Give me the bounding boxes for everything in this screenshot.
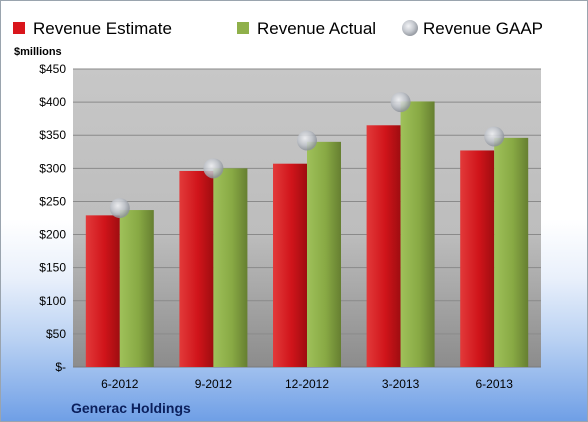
legend-marker	[402, 20, 418, 36]
gaap-marker	[109, 198, 130, 219]
x-tick-label: 9-2012	[195, 377, 233, 391]
y-tick-label: $100	[39, 294, 66, 308]
company-name: Generac Holdings	[71, 400, 191, 416]
gaap-marker	[390, 92, 411, 113]
y-tick-label: $350	[39, 128, 66, 142]
y-axis: $- $50 $100 $150 $200 $250 $300 $350 $400 $450	[39, 62, 541, 374]
y-tick-label: $200	[39, 228, 66, 242]
y-tick-label: $-	[55, 360, 66, 374]
actual-bar	[119, 210, 154, 367]
actual-bar	[213, 168, 248, 367]
estimate-bar	[460, 150, 495, 367]
y-tick-label: $400	[39, 95, 66, 109]
y-tick-label: $50	[46, 327, 66, 341]
y-tick-label: $150	[39, 261, 66, 275]
x-tick-label: 6-2012	[101, 377, 139, 391]
actual-bar	[494, 137, 529, 367]
legend-label: Revenue Actual	[257, 19, 376, 38]
legend-label: Revenue GAAP	[423, 19, 543, 38]
estimate-bar	[366, 125, 401, 368]
actual-bar	[400, 101, 435, 368]
bars	[85, 101, 529, 368]
estimate-bar	[85, 215, 120, 367]
legend-label: Revenue Estimate	[33, 19, 172, 38]
gaap-marker	[297, 130, 317, 151]
actual-bar	[307, 141, 341, 367]
y-tick-label: $250	[39, 194, 66, 208]
x-axis: 6-2012 9-2012 12-2012 3-2013 6-2013	[101, 377, 513, 391]
y-unit-label: $millions	[14, 46, 62, 58]
estimate-bar	[179, 170, 214, 367]
y-tick-label: $450	[39, 62, 66, 76]
legend: Revenue Estimate Revenue Actual Revenue GA…	[13, 19, 543, 38]
legend-swatch	[237, 22, 249, 34]
x-tick-label: 6-2013	[476, 377, 514, 391]
x-tick-label: 3-2013	[382, 377, 420, 391]
x-tick-label: 12-2012	[285, 377, 329, 391]
gaap-marker	[484, 126, 505, 147]
y-tick-label: $300	[39, 161, 66, 175]
legend-swatch	[13, 22, 25, 34]
estimate-bar	[273, 163, 307, 367]
gaap-markers	[109, 92, 505, 219]
gaap-marker	[203, 158, 224, 179]
